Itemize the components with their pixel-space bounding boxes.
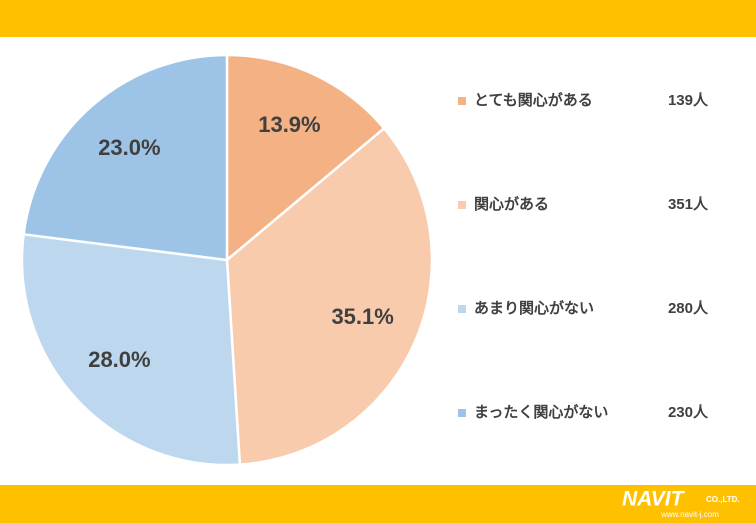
logo-suffix: CO.,LTD.	[706, 495, 740, 504]
legend-count: 230人	[668, 404, 709, 421]
logo-url: www.navit-j.com	[660, 510, 719, 519]
legend-swatch	[458, 305, 466, 313]
legend-count: 351人	[668, 196, 709, 213]
legend-label: まったく関心がない	[474, 403, 608, 421]
legend-label: あまり関心がない	[474, 299, 594, 317]
legend-count: 139人	[668, 92, 709, 109]
data-label: 35.1%	[331, 304, 393, 329]
pie-slice	[20, 232, 242, 467]
data-label: 28.0%	[88, 347, 150, 372]
data-label: 23.0%	[98, 135, 160, 160]
pie-slice	[225, 53, 386, 263]
top-bar	[0, 0, 756, 37]
pie-slice	[22, 53, 229, 262]
legend-label: とても関心がある	[474, 91, 593, 109]
bottom-bar	[0, 485, 756, 523]
pie-slice	[225, 126, 434, 466]
legend-count: 280人	[668, 300, 709, 317]
data-label: 13.9%	[258, 112, 320, 137]
legend-label: 関心がある	[474, 195, 549, 213]
logo-name: NAVIT	[622, 488, 686, 511]
legend-swatch	[458, 201, 466, 209]
legend-swatch	[458, 97, 466, 105]
pie: 13.9% 35.1% 28.0% 23.0%	[20, 53, 434, 467]
legend-swatch	[458, 409, 466, 417]
